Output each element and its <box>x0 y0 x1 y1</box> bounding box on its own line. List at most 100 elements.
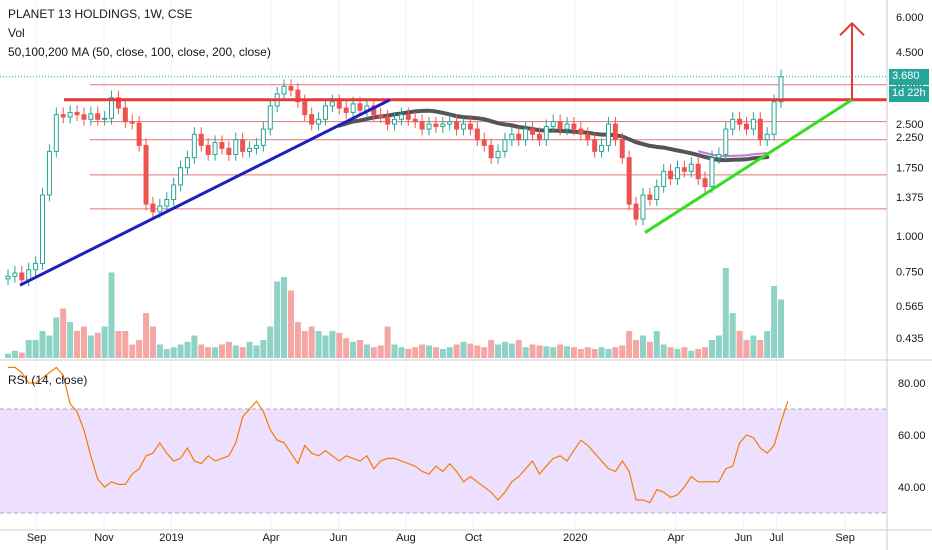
volume-bar <box>32 340 39 358</box>
candle-body <box>743 123 749 130</box>
volume-bar <box>695 349 702 358</box>
volume-bar <box>129 344 136 358</box>
volume-bar <box>232 345 239 358</box>
candle-body <box>198 133 204 146</box>
candle-body <box>164 198 170 207</box>
candle-body <box>654 186 660 200</box>
volume-bar <box>274 281 281 358</box>
volume-bar <box>184 341 191 358</box>
rsi-tick-label: 60.00 <box>898 430 926 442</box>
candle-body <box>523 128 529 141</box>
volume-bar <box>53 317 60 358</box>
time-tick-label: Apr <box>262 532 279 544</box>
candle-body <box>592 139 598 152</box>
candle-body <box>530 128 536 135</box>
price-tick-label: 1.375 <box>896 192 924 204</box>
candle-body <box>467 123 473 130</box>
volume-bar <box>122 331 129 358</box>
volume-bar <box>481 347 488 358</box>
time-tick-label: Nov <box>94 532 114 544</box>
candle-body <box>585 133 591 141</box>
candle-body <box>212 142 218 155</box>
candle-body <box>53 114 59 152</box>
candle-body <box>405 114 411 120</box>
candle-body <box>605 123 611 146</box>
volume-bar <box>536 345 543 358</box>
volume-bar <box>639 335 646 358</box>
candle-body <box>95 113 101 120</box>
candle-body <box>60 114 66 118</box>
volume-bar <box>598 347 605 358</box>
candle-body <box>233 139 239 155</box>
volume-legend[interactable]: Vol <box>8 26 25 40</box>
volume-bar <box>350 341 357 358</box>
volume-bar <box>267 326 274 358</box>
candle-body <box>157 205 163 213</box>
rsi-path <box>8 366 789 504</box>
volume-bar <box>653 331 660 358</box>
candle-body <box>461 123 467 130</box>
volume-bar <box>453 344 460 358</box>
candle-body <box>488 144 494 159</box>
candle-body <box>26 269 32 281</box>
volume-bar <box>363 344 370 358</box>
volume-bar <box>239 347 246 358</box>
volume-bar <box>446 347 453 358</box>
rsi-legend[interactable]: RSI (14, close) <box>8 373 88 387</box>
ma-legend[interactable]: 50,100,200 MA (50, close, 100, close, 20… <box>8 45 271 59</box>
volume-bar <box>432 347 439 358</box>
volume-bar <box>67 322 74 358</box>
volume-bar <box>412 347 419 358</box>
volume-bars <box>5 268 784 358</box>
price-tick-label: 2.500 <box>896 119 924 131</box>
candle-body <box>543 126 549 141</box>
candle-body <box>205 144 211 155</box>
candle-body <box>191 133 197 159</box>
candle-body <box>668 170 674 180</box>
volume-bar <box>439 349 446 358</box>
volume-bar <box>384 326 391 358</box>
candle-body <box>281 85 287 95</box>
volume-bar <box>778 299 784 358</box>
candle-body <box>716 153 722 159</box>
volume-bar <box>750 335 757 358</box>
candle-body <box>702 178 708 188</box>
candle-body <box>674 167 680 180</box>
volume-bar <box>315 331 322 358</box>
candle-body <box>536 133 542 141</box>
candle-body <box>171 184 177 200</box>
price-tick-label: 0.565 <box>896 301 924 313</box>
candle-body <box>115 97 121 109</box>
volume-bar <box>708 340 715 358</box>
candle-body <box>626 157 632 205</box>
volume-bar <box>474 345 481 358</box>
candle-body <box>295 89 301 103</box>
chart-title[interactable]: PLANET 13 HOLDINGS, 1W, CSE <box>8 7 193 21</box>
volume-bar <box>205 347 212 358</box>
volume-bar <box>584 347 591 358</box>
volume-bar <box>46 335 53 358</box>
candle-body <box>40 194 46 264</box>
volume-bar <box>5 353 11 358</box>
candle-body <box>316 118 322 125</box>
target-arrow-head <box>839 21 865 36</box>
candle-body <box>357 103 363 111</box>
trend-drawings[interactable] <box>19 21 887 287</box>
time-tick-label: Jul <box>770 532 784 544</box>
candle-body <box>385 116 391 125</box>
candle-body <box>350 103 356 113</box>
volume-bar <box>722 268 729 358</box>
volume-bar <box>591 349 598 358</box>
volume-bar <box>522 347 529 358</box>
candle-body <box>516 133 522 141</box>
volume-bar <box>543 346 550 358</box>
volume-bar <box>667 347 674 358</box>
price-tick-label: 2.250 <box>896 132 924 144</box>
candle-body <box>260 128 266 146</box>
candle-body <box>5 275 11 280</box>
candle-body <box>150 203 156 213</box>
volume-bar <box>529 344 536 358</box>
candle-body <box>46 150 52 196</box>
